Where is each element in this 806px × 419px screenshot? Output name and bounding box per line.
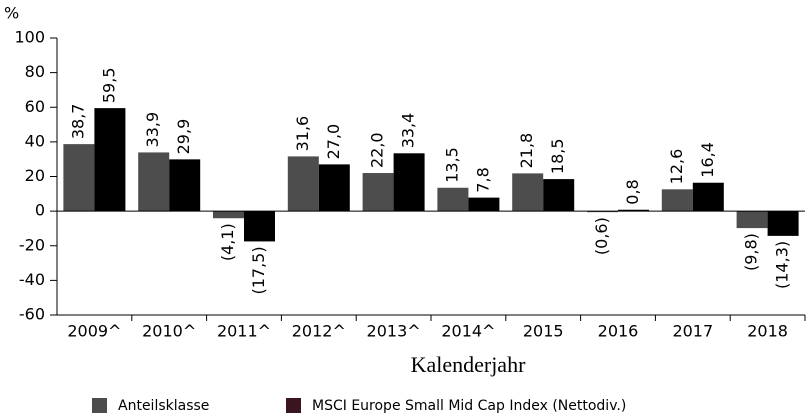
bar <box>767 211 799 236</box>
x-tick-label: 2013^ <box>367 322 421 341</box>
value-label: 0,8 <box>623 179 642 204</box>
value-label: 33,4 <box>399 113 418 149</box>
bar <box>362 173 394 212</box>
y-tick-label: 60 <box>25 97 45 116</box>
value-label: (14,3) <box>773 241 792 289</box>
bar <box>169 159 201 212</box>
y-tick-label: -40 <box>19 270 45 289</box>
legend-swatch <box>286 398 301 413</box>
bar <box>213 211 244 219</box>
bar <box>661 189 693 212</box>
legend-label: Anteilsklasse <box>118 398 209 414</box>
y-tick-label: 20 <box>25 166 45 185</box>
bar <box>618 209 649 212</box>
value-label: 21,8 <box>517 133 536 169</box>
value-label: 12,6 <box>667 149 686 185</box>
bar <box>692 182 724 212</box>
bar <box>437 187 469 212</box>
x-tick-label: 2014^ <box>441 322 495 341</box>
bar <box>468 197 500 212</box>
x-tick-label: 2016 <box>598 322 639 341</box>
x-tick-label: 2010^ <box>142 322 196 341</box>
y-tick-label: 0 <box>35 201 45 220</box>
value-label: 59,5 <box>99 67 118 103</box>
value-label: 27,0 <box>324 124 343 160</box>
value-label: 16,4 <box>698 142 717 178</box>
y-tick-label: 100 <box>14 28 45 47</box>
bar <box>63 144 95 212</box>
bar <box>138 152 170 212</box>
x-tick-label: 2017 <box>672 322 713 341</box>
y-tick-label: 40 <box>25 131 45 150</box>
bar <box>393 153 425 212</box>
value-label: 18,5 <box>548 138 567 174</box>
x-tick-label: 2018 <box>747 322 788 341</box>
x-tick-label: 2012^ <box>292 322 346 341</box>
y-tick-label: 80 <box>25 62 45 81</box>
value-label: 38,7 <box>68 104 87 140</box>
bar <box>512 173 544 212</box>
bar <box>94 108 126 212</box>
x-tick-label: 2009^ <box>67 322 121 341</box>
value-label: 22,0 <box>368 132 387 168</box>
y-unit: % <box>4 4 19 23</box>
value-label: 7,8 <box>473 167 492 192</box>
value-label: (0,6) <box>592 217 611 255</box>
y-tick-label: -60 <box>19 305 45 324</box>
value-label: (17,5) <box>249 246 268 294</box>
bar <box>587 211 618 213</box>
x-tick-label: 2011^ <box>217 322 271 341</box>
x-tick-label: 2015 <box>523 322 564 341</box>
x-axis-label: Kalenderjahr <box>411 352 526 377</box>
bar <box>543 179 575 212</box>
value-label: 33,9 <box>143 112 162 148</box>
bar <box>244 211 275 242</box>
bar <box>736 211 768 229</box>
value-label: (4,1) <box>218 223 237 261</box>
legend-swatch <box>92 398 107 413</box>
bar <box>287 156 319 212</box>
bar <box>318 164 350 212</box>
legend-label: MSCI Europe Small Mid Cap Index (Nettodi… <box>312 398 626 414</box>
value-label: 29,9 <box>174 119 193 155</box>
y-tick-label: -20 <box>19 235 45 254</box>
value-label: (9,8) <box>742 233 761 271</box>
value-label: 31,6 <box>293 116 312 152</box>
value-label: 13,5 <box>442 147 461 183</box>
